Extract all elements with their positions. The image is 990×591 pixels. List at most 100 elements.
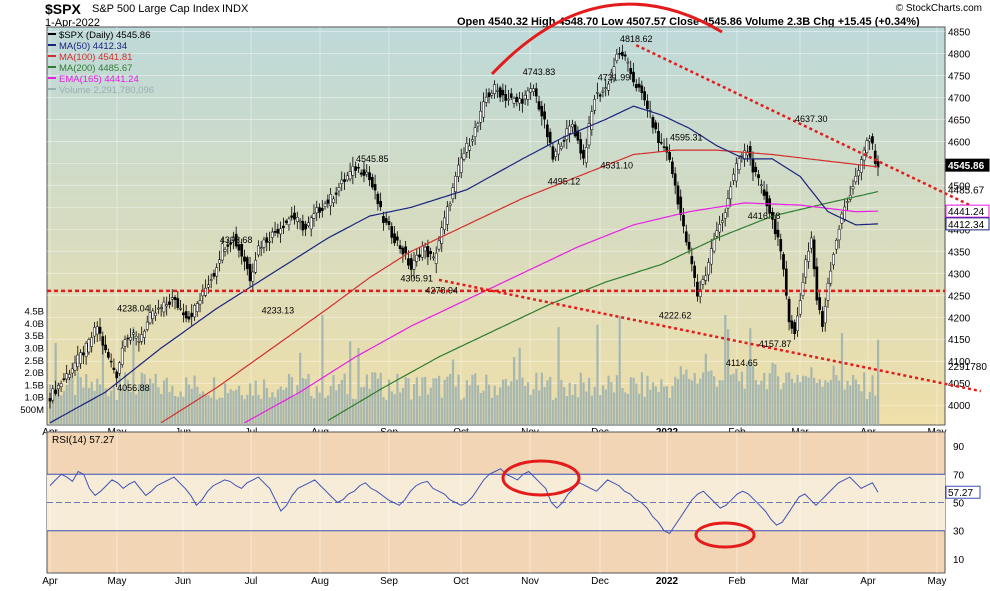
candle-body <box>445 206 449 225</box>
volume-bar <box>132 326 135 425</box>
legend-entry: MA(50) 4412.34 <box>59 41 127 52</box>
candle-body <box>48 398 52 402</box>
candle-body <box>751 159 755 173</box>
candle-body <box>209 279 213 281</box>
candle-body <box>632 71 635 83</box>
volume-bar <box>443 379 446 425</box>
volume-bar <box>251 395 255 425</box>
candle-body <box>293 212 296 220</box>
candle-body <box>132 332 135 335</box>
volume-bar <box>868 391 871 425</box>
volume-bar <box>754 380 757 425</box>
price-point-label: 4416.78 <box>748 211 781 221</box>
volume-bar <box>574 384 577 425</box>
candle-body <box>654 122 658 130</box>
candle-body <box>382 216 385 223</box>
candle-body <box>726 198 730 209</box>
candle-body <box>393 233 396 244</box>
lower-trendline <box>438 278 982 393</box>
volume-bar <box>538 390 541 425</box>
candle-body <box>276 228 280 234</box>
volume-bar <box>290 377 293 425</box>
price-point-label: 4637.30 <box>795 114 828 124</box>
volume-bar <box>618 316 621 425</box>
candle-body <box>687 241 691 250</box>
candle-body <box>176 298 180 308</box>
volume-bar <box>507 385 510 425</box>
candle-body <box>354 166 357 171</box>
candle-body <box>534 88 538 97</box>
candle-body <box>523 94 527 100</box>
candle-body <box>223 249 227 252</box>
candle-body <box>493 84 496 94</box>
candle-body <box>232 236 235 241</box>
candle-body <box>151 310 155 319</box>
candle-body <box>590 111 594 130</box>
volume-bar <box>640 372 644 425</box>
candle-body <box>423 246 427 252</box>
volume-bar <box>357 347 360 425</box>
volume-bar <box>354 399 357 425</box>
price-tick-label: 4150 <box>948 335 971 346</box>
candle-body <box>359 172 363 175</box>
volume-bar <box>643 396 646 425</box>
candle-body <box>612 66 616 78</box>
candle-body <box>565 128 569 140</box>
candle-body <box>498 87 502 98</box>
candle-body <box>784 268 788 296</box>
candle-body <box>582 149 585 159</box>
candle-body <box>543 111 546 120</box>
volume-bar <box>124 372 127 425</box>
volume-bar <box>240 395 243 425</box>
price-point-label: 4305.91 <box>400 274 433 284</box>
price-plot-area <box>46 26 946 426</box>
volume-bar <box>549 376 552 425</box>
oversold-circle-annotation <box>694 521 756 549</box>
candle-body <box>759 184 763 187</box>
volume-bar <box>274 397 277 425</box>
candle-body <box>818 297 822 311</box>
volume-bar <box>112 386 116 425</box>
volume-tick-label: 3.0B <box>24 344 44 355</box>
volume-bar <box>60 395 63 425</box>
candle-body <box>215 267 219 277</box>
volume-bar <box>390 391 393 425</box>
volume-bar <box>51 389 54 425</box>
volume-tick-label: 4.0B <box>24 319 44 330</box>
candle-body <box>709 248 713 265</box>
volume-bar <box>588 377 591 425</box>
volume-tick-label: 1.0B <box>24 393 44 404</box>
candle-body <box>676 185 680 205</box>
volume-bar <box>157 387 160 425</box>
volume-bar <box>285 387 288 425</box>
volume-bar <box>85 374 88 425</box>
candle-body <box>234 233 238 247</box>
volume-bar <box>349 341 352 425</box>
candle-body <box>540 105 544 117</box>
legend-swatch <box>48 55 56 57</box>
price-tick-label: 4800 <box>948 49 971 60</box>
candle-body <box>362 169 366 176</box>
volume-bar <box>668 397 671 425</box>
candle-body <box>873 150 877 164</box>
volume-tick-label: 2.0B <box>24 368 44 379</box>
volume-bar <box>435 378 438 425</box>
price-panel: 4000405041004150420042504300435044004450… <box>20 2 990 438</box>
volume-bar <box>760 380 763 425</box>
candle-body <box>193 305 196 318</box>
candle-body <box>482 101 485 118</box>
candle-body <box>557 143 560 155</box>
rsi-tick-label: 50 <box>953 499 965 510</box>
volume-bar <box>404 377 407 425</box>
volume-bar <box>424 376 427 425</box>
volume-bar <box>185 377 188 425</box>
candle-body <box>251 271 255 282</box>
candle-body <box>298 220 302 223</box>
volume-bar <box>499 387 502 425</box>
candle-body <box>112 367 116 370</box>
candle-body <box>368 172 371 181</box>
candle-body <box>318 207 321 213</box>
candle-body <box>601 90 605 93</box>
candle-body <box>104 344 107 351</box>
volume-bar <box>579 372 582 425</box>
